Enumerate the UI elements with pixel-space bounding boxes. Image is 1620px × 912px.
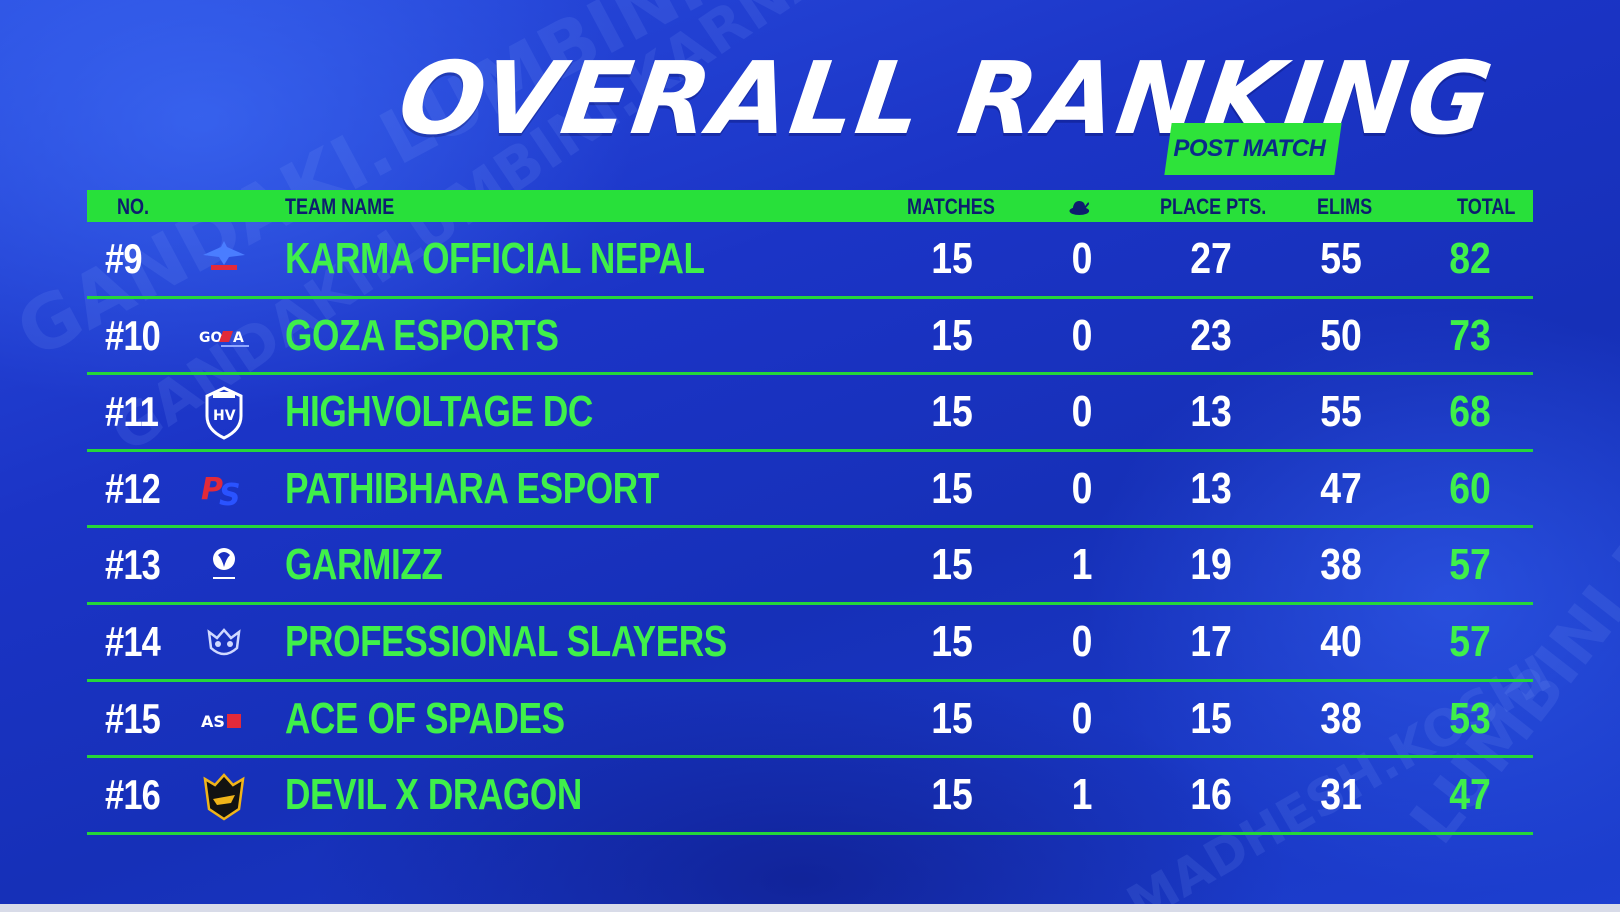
wwcd-value: 1 <box>1071 770 1093 820</box>
rank-number: #15 <box>105 694 161 742</box>
svg-text:S: S <box>219 478 241 513</box>
total-value: 53 <box>1449 693 1491 743</box>
team-name: PROFESSIONAL SLAYERS <box>285 616 727 666</box>
table-row: #15 AS ACE OF SPADES 15 0 15 38 53 <box>87 682 1533 759</box>
wwcd-value: 1 <box>1071 540 1093 590</box>
matches-value: 15 <box>931 310 973 360</box>
team-name: PATHIBHARA ESPORT <box>285 463 659 513</box>
rank-number: #16 <box>105 771 161 819</box>
bottom-divider <box>0 904 1620 912</box>
total-value: 57 <box>1449 616 1491 666</box>
matches-value: 15 <box>931 693 973 743</box>
place-pts-value: 23 <box>1190 310 1232 360</box>
svg-text:P: P <box>201 472 223 507</box>
team-name: ACE OF SPADES <box>285 693 565 743</box>
team-name: GARMIZZ <box>285 540 443 590</box>
place-pts-value: 17 <box>1190 616 1232 666</box>
place-pts-value: 16 <box>1190 770 1232 820</box>
rank-number: #11 <box>105 388 159 436</box>
total-value: 68 <box>1449 387 1491 437</box>
wwcd-value: 0 <box>1071 693 1093 743</box>
wwcd-value: 0 <box>1071 234 1093 283</box>
team-name: KARMA OFFICIAL NEPAL <box>285 234 705 283</box>
match-badge: POST MATCH 15 <box>1164 123 1342 214</box>
rank-number: #9 <box>105 235 142 282</box>
elims-value: 55 <box>1320 234 1362 283</box>
table-row: #14 PROFESSIONAL SLAYERS 15 0 17 40 57 <box>87 605 1533 682</box>
place-pts-value: 13 <box>1190 387 1232 437</box>
svg-text:HV: HV <box>213 408 236 424</box>
table-row: #10 GO A GOZA ESPORTS 15 0 23 50 73 <box>87 299 1533 376</box>
elims-value: 55 <box>1320 387 1362 437</box>
page-title: OVERALL RANKING <box>391 40 1501 157</box>
svg-text:AS: AS <box>201 712 225 731</box>
matches-value: 15 <box>931 234 973 283</box>
karma-logo <box>199 235 249 285</box>
rank-number: #14 <box>105 617 161 665</box>
table-row: #9 KARMA OFFICIAL NEPAL 15 0 27 55 82 <box>87 222 1533 299</box>
matches-value: 15 <box>931 387 973 437</box>
highvoltage-logo: HV <box>199 386 249 440</box>
team-name: DEVIL X DRAGON <box>285 770 582 820</box>
place-pts-value: 19 <box>1190 540 1232 590</box>
table-row: #11 HV HIGHVOLTAGE DC 15 0 13 55 68 <box>87 375 1533 452</box>
svg-text:A: A <box>233 330 244 346</box>
wwcd-value: 0 <box>1071 616 1093 666</box>
table-row: #12 P S PATHIBHARA ESPORT 15 0 13 47 60 <box>87 452 1533 529</box>
place-pts-value: 27 <box>1190 234 1232 283</box>
wwcd-value: 0 <box>1071 310 1093 360</box>
header-total: TOTAL <box>1457 194 1516 219</box>
table-row: #16 DEVIL X DRAGON 15 1 16 31 47 <box>87 758 1533 835</box>
wwcd-value: 0 <box>1071 463 1093 513</box>
rank-number: #12 <box>105 464 161 512</box>
total-value: 60 <box>1449 463 1491 513</box>
place-pts-value: 15 <box>1190 693 1232 743</box>
elims-value: 31 <box>1320 770 1362 820</box>
header-no: NO. <box>117 194 150 219</box>
goza-logo: GO A <box>199 312 249 362</box>
wwcd-value: 0 <box>1071 387 1093 437</box>
elims-value: 47 <box>1320 463 1362 513</box>
elims-value: 38 <box>1320 540 1362 590</box>
table-header: NO. TEAM NAME MATCHES PLACE PTS. ELIMS T… <box>87 190 1533 222</box>
team-name: GOZA ESPORTS <box>285 310 559 360</box>
matches-value: 15 <box>931 463 973 513</box>
rank-number: #13 <box>105 541 161 589</box>
professional-slayers-logo <box>199 618 249 668</box>
ranking-table: #9 KARMA OFFICIAL NEPAL 15 0 27 55 82 #1… <box>87 222 1533 835</box>
rank-number: #10 <box>105 311 161 359</box>
header-place-pts: PLACE PTS. <box>1160 194 1267 219</box>
table-row: #13 GARMIZZ 15 1 19 38 57 <box>87 528 1533 605</box>
total-value: 82 <box>1449 234 1491 283</box>
elims-value: 40 <box>1320 616 1362 666</box>
header-elims: ELIMS <box>1317 194 1373 219</box>
total-value: 73 <box>1449 310 1491 360</box>
total-value: 57 <box>1449 540 1491 590</box>
header-team-name: TEAM NAME <box>285 194 395 219</box>
elims-value: 50 <box>1320 310 1362 360</box>
matches-value: 15 <box>931 616 973 666</box>
chicken-dinner-icon <box>1067 194 1092 218</box>
team-name: HIGHVOLTAGE DC <box>285 387 593 437</box>
svg-text:GO: GO <box>199 330 222 346</box>
header-matches: MATCHES <box>907 194 995 219</box>
devil-x-dragon-logo <box>199 771 249 821</box>
ace-of-spades-logo: AS <box>199 695 249 745</box>
matches-value: 15 <box>931 770 973 820</box>
pathibhara-logo: P S <box>199 465 249 515</box>
elims-value: 38 <box>1320 693 1362 743</box>
garmizz-logo <box>199 541 249 591</box>
total-value: 47 <box>1449 770 1491 820</box>
matches-value: 15 <box>931 540 973 590</box>
place-pts-value: 13 <box>1190 463 1232 513</box>
